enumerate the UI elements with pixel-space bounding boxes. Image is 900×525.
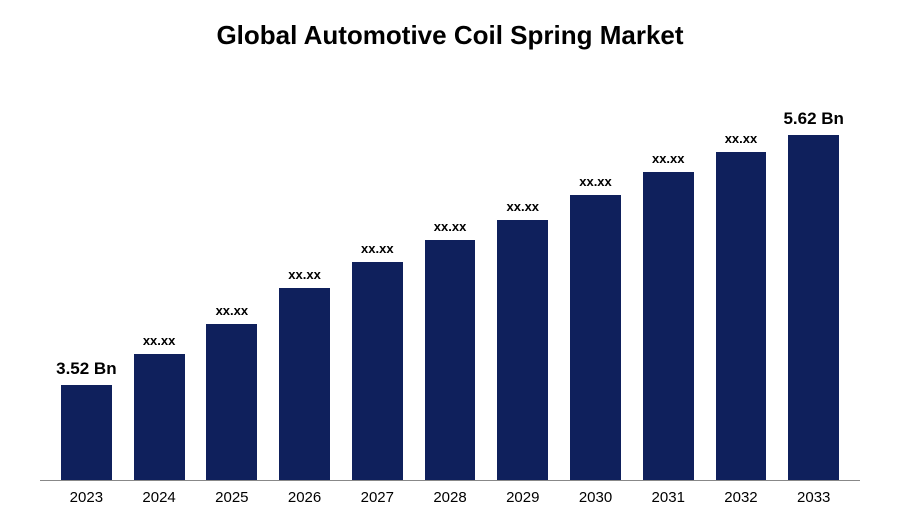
x-axis-label: 2025 (195, 489, 268, 506)
bar-group: xx.xx (414, 81, 487, 480)
bar-group: xx.xx (486, 81, 559, 480)
bar-value-label: xx.xx (216, 303, 249, 318)
bar-value-label: xx.xx (288, 267, 321, 282)
chart-plot-area: 3.52 Bn xx.xx xx.xx xx.xx xx.xx xx.xx xx… (40, 81, 860, 481)
bar-value-label: xx.xx (507, 199, 540, 214)
bar-group: 3.52 Bn (50, 81, 123, 480)
bar (643, 172, 694, 480)
bar (788, 135, 839, 480)
bar-group: xx.xx (123, 81, 196, 480)
x-axis-label: 2031 (632, 489, 705, 506)
bar-value-label: xx.xx (434, 219, 467, 234)
bar-group: 5.62 Bn (777, 81, 850, 480)
bar-group: xx.xx (195, 81, 268, 480)
x-axis-label: 2028 (414, 489, 487, 506)
bar-value-label: 5.62 Bn (783, 109, 843, 129)
bar-group: xx.xx (705, 81, 778, 480)
x-axis-label: 2027 (341, 489, 414, 506)
x-axis: 2023 2024 2025 2026 2027 2028 2029 2030 … (40, 481, 860, 506)
bar-value-label: xx.xx (652, 151, 685, 166)
bar-value-label: 3.52 Bn (56, 359, 116, 379)
x-axis-label: 2026 (268, 489, 341, 506)
bar-group: xx.xx (632, 81, 705, 480)
bar-value-label: xx.xx (725, 131, 758, 146)
x-axis-label: 2024 (123, 489, 196, 506)
bar-value-label: xx.xx (143, 333, 176, 348)
bar (570, 195, 621, 480)
bar (716, 152, 767, 480)
bar-value-label: xx.xx (579, 174, 612, 189)
bar (134, 354, 185, 480)
bar-group: xx.xx (341, 81, 414, 480)
bar-group: xx.xx (559, 81, 632, 480)
bar (61, 385, 112, 480)
x-axis-label: 2029 (486, 489, 559, 506)
bar (279, 288, 330, 480)
x-axis-label: 2030 (559, 489, 632, 506)
bar (425, 240, 476, 480)
bar (206, 324, 257, 480)
bar (352, 262, 403, 480)
bar (497, 220, 548, 480)
bar-group: xx.xx (268, 81, 341, 480)
x-axis-label: 2032 (705, 489, 778, 506)
x-axis-label: 2023 (50, 489, 123, 506)
bar-value-label: xx.xx (361, 241, 394, 256)
chart-title: Global Automotive Coil Spring Market (40, 20, 860, 51)
x-axis-label: 2033 (777, 489, 850, 506)
